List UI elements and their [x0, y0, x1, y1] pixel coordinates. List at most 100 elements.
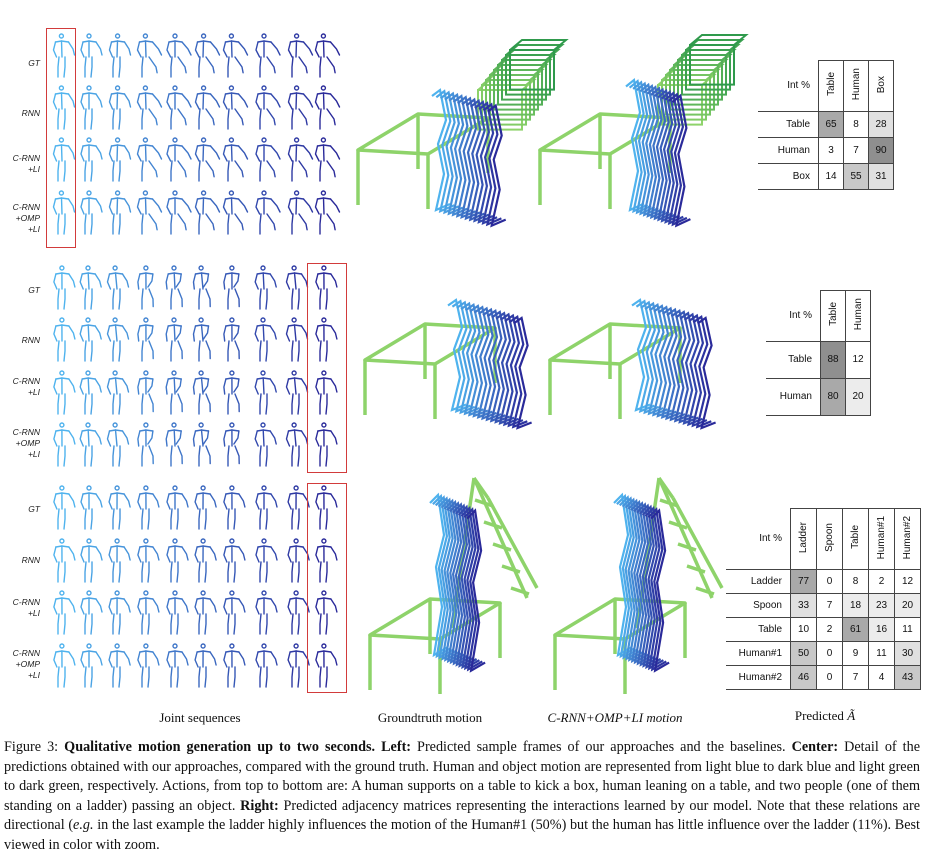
figure-head: [171, 265, 177, 271]
matrix-row: Human#1 50 0 9 11 30: [726, 640, 921, 666]
figure-right-leg: [325, 561, 328, 583]
figure-shoulders: [316, 40, 332, 43]
human-pose-frame: [630, 499, 650, 665]
matrix-cell: 18: [842, 592, 869, 618]
figure-right-leg: [205, 445, 211, 465]
human-pose-frame: [431, 88, 451, 212]
matrix-cell: 12: [845, 340, 871, 379]
human-pose-frame: [499, 312, 519, 427]
figure-shoulders: [110, 92, 126, 95]
figure-left-arm: [108, 198, 114, 215]
figure-right-leg: [148, 108, 158, 126]
stick-figure: [315, 643, 338, 688]
figure-left-arm: [80, 598, 85, 615]
stick-figure: [192, 265, 211, 310]
figure-right-arm: [202, 325, 210, 340]
matrix-row: Table 10 2 61 16 11: [726, 616, 921, 642]
figure-spine: [322, 92, 325, 110]
figure-left-arm: [285, 325, 291, 342]
figure-head: [172, 137, 178, 143]
figure-left-leg: [57, 160, 60, 182]
figure-spine: [230, 144, 233, 162]
figure-left-leg: [319, 666, 322, 688]
figure-shoulders: [110, 492, 125, 495]
matrix-row-label: Spoon: [726, 592, 791, 618]
stick-figure: [52, 137, 76, 182]
figure-right-leg: [176, 508, 179, 530]
figure-left-arm: [79, 273, 84, 290]
figure-right-leg: [205, 340, 211, 360]
figure-shoulders: [81, 429, 96, 432]
figure-shoulders: [55, 324, 70, 327]
figure-right-leg: [177, 108, 187, 126]
human-pose-frame: [495, 311, 515, 425]
figure-shoulders: [138, 144, 154, 147]
figure-left-arm: [166, 93, 172, 110]
human-pose-frame: [628, 79, 649, 214]
figure-head: [261, 33, 267, 39]
figure-right-arm: [237, 93, 249, 108]
figure-left-leg: [319, 213, 322, 235]
figure-right-arm: [202, 430, 210, 445]
stick-figure: [166, 137, 192, 182]
stick-figure: [137, 265, 154, 310]
figure-head: [291, 265, 297, 271]
figure-right-leg: [118, 508, 121, 530]
figure-shoulders: [196, 492, 211, 495]
figure-left-leg: [259, 108, 262, 130]
figure-left-arm: [137, 598, 142, 615]
figure-shoulders: [110, 650, 125, 653]
ladder-rung: [510, 586, 530, 596]
figure-shoulders: [108, 377, 124, 380]
figure-head: [142, 85, 149, 91]
figure-right-arm: [270, 493, 278, 508]
figure-left-leg: [112, 213, 115, 235]
figure-left-leg: [141, 561, 144, 583]
figure-shoulders: [110, 40, 126, 43]
figure-right-arm: [233, 378, 240, 393]
figure-spine: [322, 40, 325, 58]
ladder-rung: [483, 520, 503, 530]
motion-scenes: [356, 34, 749, 694]
figure-left-arm: [137, 430, 141, 447]
figure-shoulders: [82, 92, 97, 95]
figure-left-leg: [112, 561, 115, 583]
figure-right-leg: [326, 160, 336, 178]
matrix-cell: 43: [894, 664, 921, 690]
stick-figure: [192, 317, 211, 362]
matrix-cell: 80: [820, 377, 846, 416]
figure-left-leg: [141, 288, 144, 310]
figure-right-arm: [147, 273, 154, 288]
figure-left-arm: [106, 325, 112, 342]
figure-right-leg: [90, 213, 93, 235]
figure-right-arm: [123, 145, 132, 160]
matrix-cell: 2: [868, 568, 895, 594]
figure-right-arm: [147, 430, 154, 445]
stick-figure: [285, 370, 309, 415]
stick-figure: [137, 538, 160, 583]
figure-left-leg: [291, 666, 294, 688]
stick-figure: [255, 33, 281, 78]
figure-head: [261, 190, 267, 196]
figure-right-arm: [330, 325, 338, 340]
figure-right-arm: [329, 41, 341, 56]
matrix-column-label: Table: [850, 525, 861, 550]
figure-shoulders: [257, 597, 272, 600]
stick-figure: [137, 317, 154, 362]
figure-right-leg: [90, 160, 93, 182]
figure-shoulders: [55, 272, 70, 275]
figure-left-leg: [319, 508, 322, 530]
figure-left-leg: [291, 613, 294, 635]
human-pose-frame: [460, 505, 480, 671]
human-pose-frame: [627, 498, 647, 664]
figure-left-arm: [80, 198, 85, 215]
figure-shoulders: [225, 492, 240, 495]
figure-shoulders: [316, 144, 332, 147]
matrix-column-header: Human#2: [894, 508, 921, 570]
figure-shoulders: [108, 324, 124, 327]
stick-figure: [106, 265, 130, 310]
figure-spine: [114, 272, 118, 290]
figure-head: [112, 370, 118, 376]
stick-figure: [287, 190, 314, 235]
figure-left-arm: [80, 493, 85, 510]
